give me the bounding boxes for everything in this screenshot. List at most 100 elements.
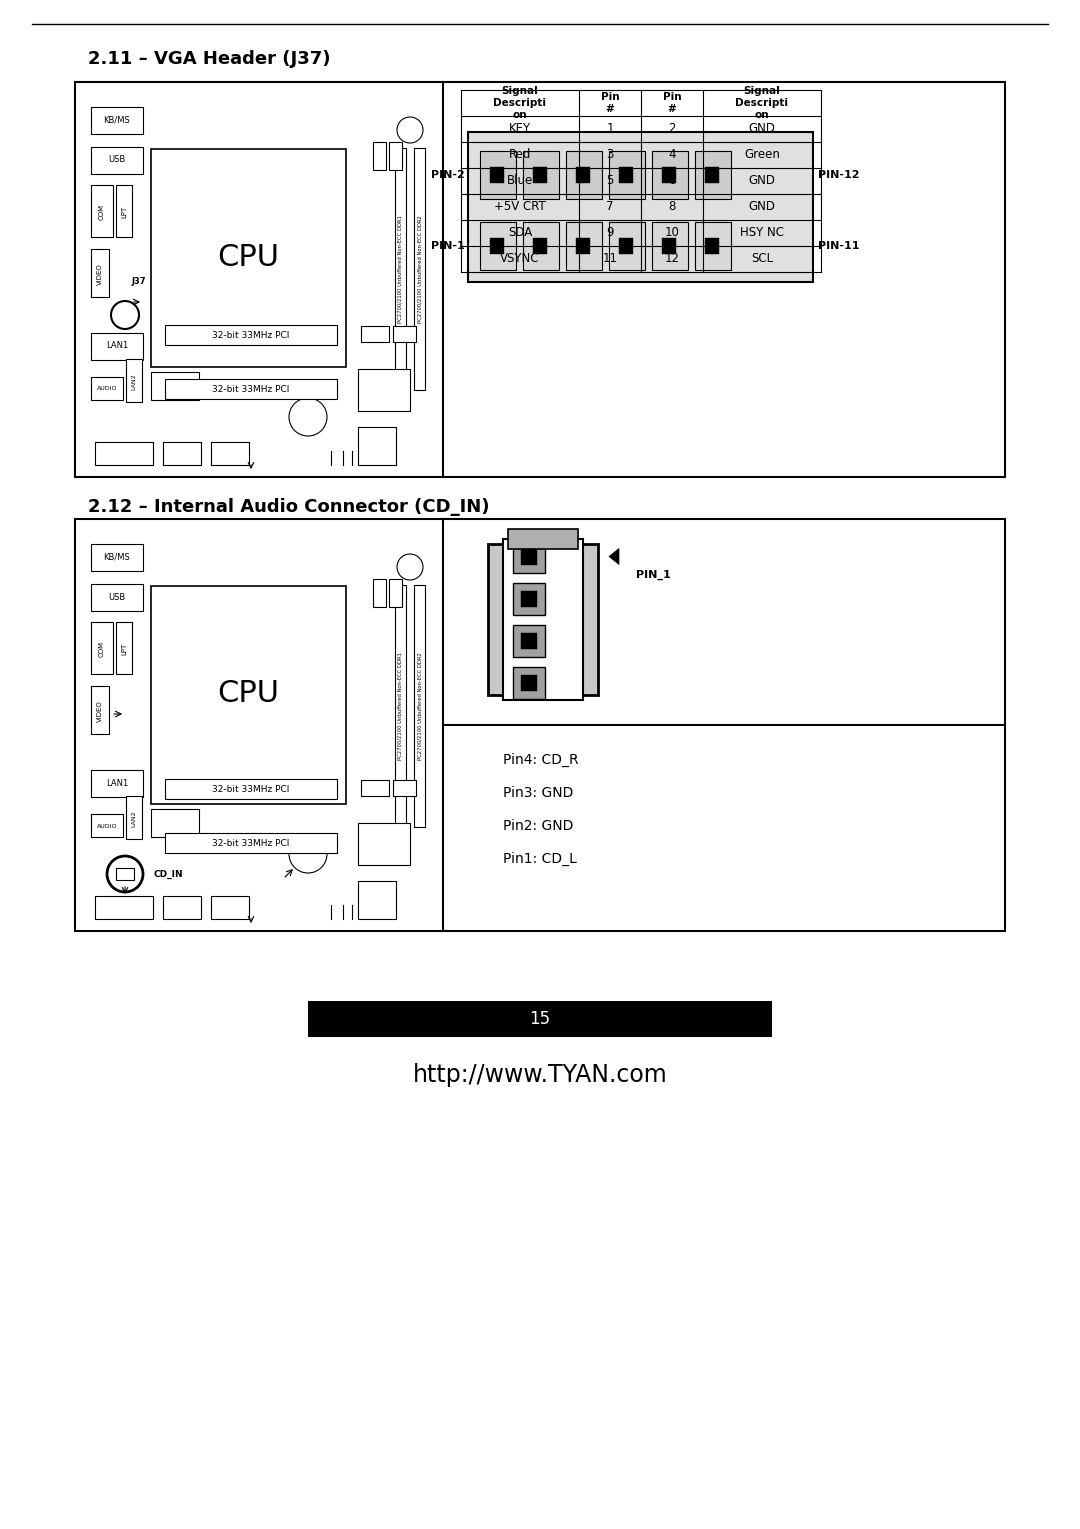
Text: 1: 1 bbox=[606, 122, 613, 136]
Bar bbox=[95, 896, 153, 919]
Text: Pin3: GND: Pin3: GND bbox=[503, 786, 573, 800]
Bar bbox=[361, 326, 389, 342]
Text: http://www.TYAN.com: http://www.TYAN.com bbox=[413, 1063, 667, 1087]
Bar bbox=[151, 586, 346, 804]
Bar bbox=[523, 222, 559, 271]
Text: Pin4: CD_R: Pin4: CD_R bbox=[503, 752, 579, 768]
Bar bbox=[488, 544, 598, 696]
Bar bbox=[513, 583, 545, 615]
Bar bbox=[357, 881, 396, 919]
Bar bbox=[165, 326, 337, 346]
Text: GND: GND bbox=[748, 174, 775, 188]
Text: PC2700/2100 Unbuffered Non-ECC DDR1: PC2700/2100 Unbuffered Non-ECC DDR1 bbox=[399, 216, 403, 323]
Bar bbox=[662, 239, 676, 254]
Text: CPU: CPU bbox=[217, 679, 279, 708]
Text: 12: 12 bbox=[664, 252, 679, 266]
Text: CPU: CPU bbox=[217, 243, 279, 272]
Text: KEY: KEY bbox=[509, 122, 531, 136]
Text: 2.12 – Internal Audio Connector (CD_IN): 2.12 – Internal Audio Connector (CD_IN) bbox=[87, 498, 489, 515]
Text: 9: 9 bbox=[606, 226, 613, 240]
Text: VSYNC: VSYNC bbox=[500, 252, 540, 266]
Bar bbox=[576, 167, 590, 183]
Bar bbox=[361, 780, 389, 797]
Bar bbox=[480, 222, 516, 271]
Text: J37: J37 bbox=[131, 277, 146, 286]
Text: KB/MS: KB/MS bbox=[104, 116, 131, 124]
Bar bbox=[163, 896, 201, 919]
Bar bbox=[165, 778, 337, 800]
Bar bbox=[576, 239, 590, 254]
Text: PC2700/2100 Unbuffered Non-ECC DDR2: PC2700/2100 Unbuffered Non-ECC DDR2 bbox=[417, 651, 422, 760]
Bar bbox=[116, 622, 132, 674]
Bar bbox=[211, 442, 249, 465]
Bar bbox=[165, 833, 337, 853]
Bar bbox=[126, 797, 141, 839]
Bar bbox=[705, 239, 719, 254]
Text: AUDIO: AUDIO bbox=[97, 824, 118, 829]
Bar bbox=[513, 624, 545, 656]
Text: 32-bit 33MHz PCI: 32-bit 33MHz PCI bbox=[213, 330, 289, 339]
Text: LAN1: LAN1 bbox=[106, 341, 129, 350]
Text: LAN1: LAN1 bbox=[106, 778, 129, 787]
Text: 3: 3 bbox=[606, 148, 613, 162]
Text: KB/MS: KB/MS bbox=[104, 552, 131, 561]
Text: 11: 11 bbox=[603, 252, 618, 266]
Text: GND: GND bbox=[748, 122, 775, 136]
Text: PIN-11: PIN-11 bbox=[818, 242, 860, 251]
Text: LPT: LPT bbox=[121, 642, 127, 654]
Bar bbox=[116, 868, 134, 881]
Bar bbox=[490, 239, 504, 254]
Bar bbox=[91, 378, 123, 401]
Text: 15: 15 bbox=[529, 1011, 551, 1027]
Bar bbox=[696, 151, 731, 199]
Bar bbox=[151, 372, 199, 401]
Bar bbox=[609, 151, 645, 199]
Bar bbox=[521, 549, 537, 564]
Text: HSY NC: HSY NC bbox=[740, 226, 784, 240]
Text: Blue: Blue bbox=[507, 174, 534, 188]
Text: 8: 8 bbox=[669, 200, 676, 214]
Bar bbox=[91, 622, 113, 674]
Text: 32-bit 33MHz PCI: 32-bit 33MHz PCI bbox=[213, 838, 289, 847]
Text: Pin
#: Pin # bbox=[600, 92, 619, 113]
Text: LAN2: LAN2 bbox=[132, 373, 136, 390]
Bar bbox=[513, 667, 545, 699]
Text: 2.11 – VGA Header (J37): 2.11 – VGA Header (J37) bbox=[87, 50, 330, 67]
Bar bbox=[503, 540, 583, 700]
Bar bbox=[308, 1001, 772, 1037]
Text: PC2700/2100 Unbuffered Non-ECC DDR2: PC2700/2100 Unbuffered Non-ECC DDR2 bbox=[417, 216, 422, 323]
Bar bbox=[165, 379, 337, 399]
Text: Red: Red bbox=[509, 148, 531, 162]
Text: 7: 7 bbox=[606, 200, 613, 214]
Text: Green: Green bbox=[744, 148, 780, 162]
Bar bbox=[91, 107, 143, 135]
Bar bbox=[163, 442, 201, 465]
Bar bbox=[395, 148, 406, 390]
Text: PIN_1: PIN_1 bbox=[636, 569, 671, 579]
Text: 2: 2 bbox=[669, 122, 676, 136]
Bar bbox=[75, 518, 1005, 931]
Text: GND: GND bbox=[748, 200, 775, 214]
Text: PC2700/2100 Unbuffered Non-ECC DDR1: PC2700/2100 Unbuffered Non-ECC DDR1 bbox=[399, 651, 403, 760]
Bar bbox=[619, 167, 633, 183]
Text: COM: COM bbox=[99, 641, 105, 657]
Bar bbox=[609, 222, 645, 271]
Bar bbox=[91, 185, 113, 237]
Text: USB: USB bbox=[108, 156, 125, 165]
Bar bbox=[373, 142, 386, 170]
Bar bbox=[91, 249, 109, 297]
Bar bbox=[521, 590, 537, 607]
Bar bbox=[523, 151, 559, 199]
Text: 5: 5 bbox=[606, 174, 613, 188]
Bar bbox=[75, 83, 1005, 477]
Text: USB: USB bbox=[108, 593, 125, 601]
Text: PIN-2: PIN-2 bbox=[431, 170, 465, 180]
Bar bbox=[414, 586, 426, 827]
Bar bbox=[395, 586, 406, 827]
Text: Signal
Descripti
on: Signal Descripti on bbox=[735, 87, 788, 119]
Bar bbox=[91, 544, 143, 570]
Bar bbox=[513, 540, 545, 572]
Text: SCL: SCL bbox=[751, 252, 773, 266]
Bar bbox=[508, 529, 578, 549]
Bar bbox=[389, 579, 402, 607]
